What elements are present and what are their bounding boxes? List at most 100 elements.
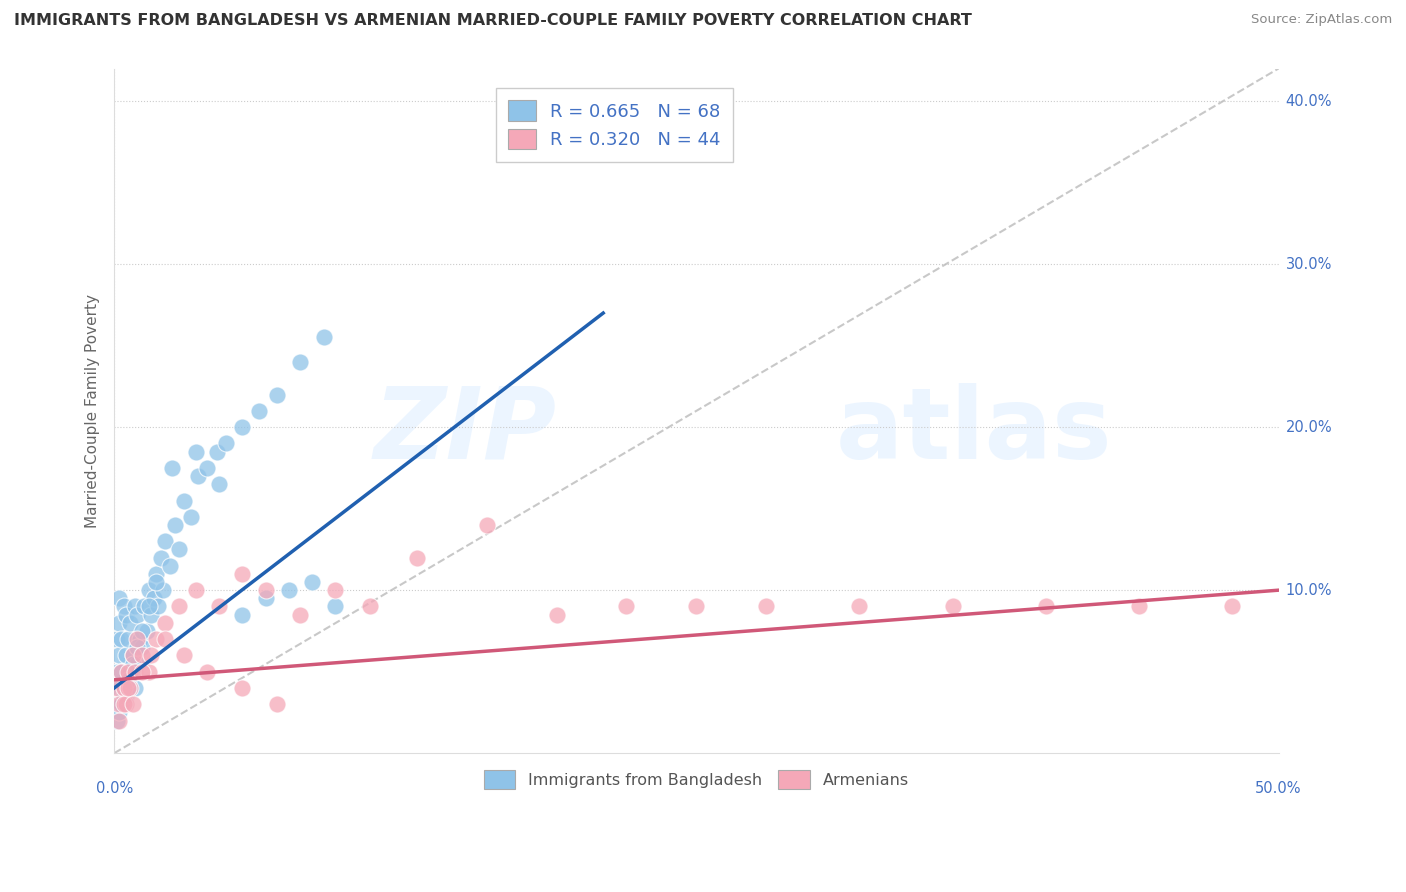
Point bbox=[114, 689, 136, 703]
Point bbox=[131, 648, 153, 663]
Point bbox=[108, 706, 131, 720]
Point bbox=[231, 420, 253, 434]
Point bbox=[138, 599, 160, 614]
Point bbox=[208, 477, 231, 491]
Point bbox=[110, 698, 132, 712]
Point bbox=[359, 599, 381, 614]
Point bbox=[195, 461, 218, 475]
Point bbox=[616, 599, 638, 614]
Point bbox=[112, 689, 135, 703]
Point bbox=[127, 657, 149, 671]
Point bbox=[110, 698, 132, 712]
Point bbox=[266, 698, 288, 712]
Point bbox=[187, 469, 209, 483]
Point bbox=[117, 681, 139, 695]
Y-axis label: Married-Couple Family Poverty: Married-Couple Family Poverty bbox=[86, 293, 100, 528]
Point bbox=[290, 355, 312, 369]
Point bbox=[145, 566, 167, 581]
Point bbox=[108, 591, 131, 606]
Point bbox=[1128, 599, 1150, 614]
Text: atlas: atlas bbox=[837, 383, 1112, 480]
Point bbox=[406, 550, 429, 565]
Text: 40.0%: 40.0% bbox=[1285, 94, 1331, 109]
Point bbox=[195, 665, 218, 679]
Legend: Immigrants from Bangladesh, Armenians: Immigrants from Bangladesh, Armenians bbox=[475, 762, 917, 797]
Point bbox=[127, 632, 149, 646]
Point bbox=[247, 404, 270, 418]
Point bbox=[152, 583, 174, 598]
Point bbox=[114, 698, 136, 712]
Point bbox=[108, 698, 131, 712]
Point bbox=[105, 665, 128, 679]
Point bbox=[121, 648, 143, 663]
Point bbox=[112, 681, 135, 695]
Point bbox=[117, 665, 139, 679]
Point bbox=[266, 387, 288, 401]
Point bbox=[112, 599, 135, 614]
Text: ZIP: ZIP bbox=[374, 383, 557, 480]
Point bbox=[155, 615, 177, 630]
Point bbox=[124, 681, 146, 695]
Point bbox=[131, 665, 153, 679]
Point bbox=[149, 550, 172, 565]
Point bbox=[105, 698, 128, 712]
Point bbox=[162, 461, 184, 475]
Point bbox=[121, 657, 143, 671]
Point bbox=[277, 583, 299, 598]
Point bbox=[124, 665, 146, 679]
Point bbox=[184, 444, 207, 458]
Point bbox=[141, 648, 163, 663]
Point bbox=[301, 574, 323, 589]
Point bbox=[110, 665, 132, 679]
Point bbox=[184, 583, 207, 598]
Point bbox=[1220, 599, 1243, 614]
Point bbox=[231, 681, 253, 695]
Point bbox=[254, 583, 277, 598]
Point bbox=[121, 648, 143, 663]
Point bbox=[546, 607, 568, 622]
Point bbox=[117, 681, 139, 695]
Point bbox=[105, 714, 128, 728]
Point bbox=[155, 534, 177, 549]
Point bbox=[475, 518, 498, 533]
Point bbox=[155, 632, 177, 646]
Point bbox=[290, 607, 312, 622]
Point bbox=[108, 648, 131, 663]
Text: 0.0%: 0.0% bbox=[96, 781, 132, 797]
Point bbox=[215, 436, 238, 450]
Point bbox=[128, 632, 150, 646]
Point bbox=[135, 624, 157, 638]
Point bbox=[312, 330, 335, 344]
Point bbox=[112, 698, 135, 712]
Point bbox=[755, 599, 778, 614]
Text: 50.0%: 50.0% bbox=[1256, 781, 1302, 797]
Text: 10.0%: 10.0% bbox=[1285, 582, 1331, 598]
Point bbox=[231, 607, 253, 622]
Point bbox=[127, 640, 149, 655]
Point bbox=[114, 648, 136, 663]
Point bbox=[325, 599, 347, 614]
Text: 20.0%: 20.0% bbox=[1285, 419, 1331, 434]
Point bbox=[127, 607, 149, 622]
Point bbox=[173, 493, 195, 508]
Text: IMMIGRANTS FROM BANGLADESH VS ARMENIAN MARRIED-COUPLE FAMILY POVERTY CORRELATION: IMMIGRANTS FROM BANGLADESH VS ARMENIAN M… bbox=[14, 13, 972, 29]
Point bbox=[142, 591, 165, 606]
Point bbox=[138, 583, 160, 598]
Point bbox=[110, 632, 132, 646]
Point bbox=[108, 681, 131, 695]
Point bbox=[163, 518, 186, 533]
Point bbox=[325, 583, 347, 598]
Point bbox=[120, 615, 142, 630]
Point bbox=[169, 542, 191, 557]
Point bbox=[108, 615, 131, 630]
Point bbox=[131, 640, 153, 655]
Point bbox=[145, 574, 167, 589]
Point bbox=[169, 599, 191, 614]
Point bbox=[110, 665, 132, 679]
Point bbox=[124, 599, 146, 614]
Point bbox=[117, 632, 139, 646]
Point bbox=[120, 665, 142, 679]
Point bbox=[848, 599, 870, 614]
Point bbox=[120, 681, 142, 695]
Point bbox=[180, 509, 202, 524]
